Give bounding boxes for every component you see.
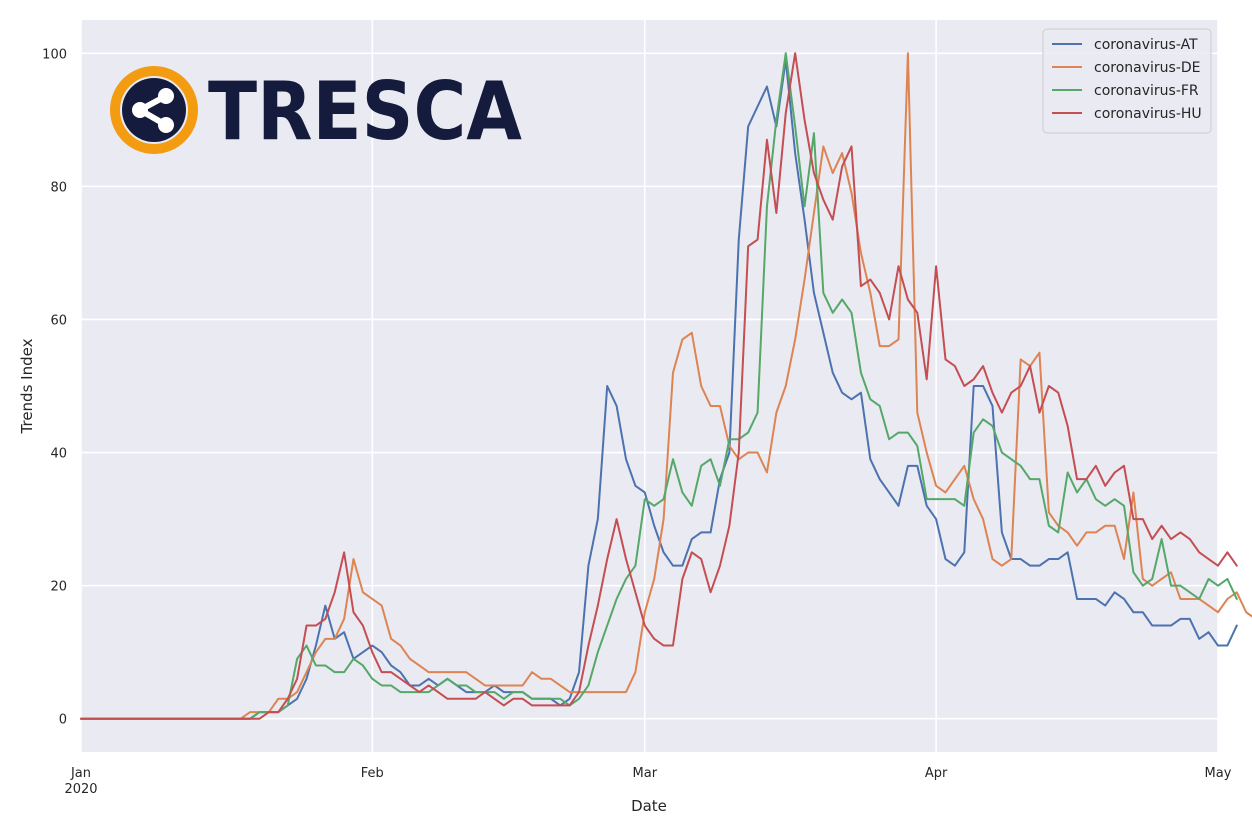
y-axis-label: Trends Index xyxy=(18,338,36,434)
legend: coronavirus-AT coronavirus-DE coronavirus-… xyxy=(1042,28,1212,134)
legend-entry: coronavirus-FR xyxy=(1094,83,1199,99)
share-icon xyxy=(110,66,198,154)
series-line-coronavirus-HU xyxy=(80,52,1238,720)
x-axis-label: Date xyxy=(631,797,667,815)
y-tick-label: 100 xyxy=(42,47,67,62)
x-tick-label: Jan xyxy=(70,766,91,781)
legend-box xyxy=(1042,28,1212,134)
y-tick-label: 80 xyxy=(50,180,67,195)
legend-entry: coronavirus-DE xyxy=(1094,60,1201,76)
x-tick-label: Feb xyxy=(361,766,384,781)
y-tick-label: 40 xyxy=(50,447,67,462)
x-tick-label: Apr xyxy=(925,766,948,781)
logo-wordmark: TRESCA xyxy=(208,65,522,158)
y-tick-label: 0 xyxy=(59,713,67,728)
plot-area xyxy=(81,20,1218,752)
y-tick-label: 20 xyxy=(50,580,67,595)
grid xyxy=(80,20,1219,752)
x-tick-sublabel: 2020 xyxy=(64,782,97,797)
tresca-logo: TRESCA xyxy=(110,65,522,158)
series-lines xyxy=(80,52,1252,720)
x-tick-label: Mar xyxy=(633,766,658,781)
legend-entry: coronavirus-AT xyxy=(1094,37,1198,53)
y-tick-label: 60 xyxy=(50,313,67,328)
series-line-coronavirus-DE xyxy=(80,52,1252,720)
legend-entry: coronavirus-HU xyxy=(1094,106,1202,122)
x-tick-label: May xyxy=(1205,766,1232,781)
